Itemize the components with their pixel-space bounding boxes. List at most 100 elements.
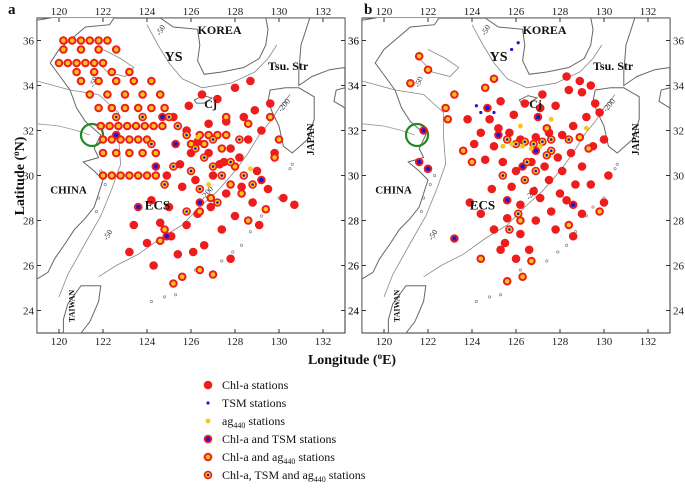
panel-b-place-labels: KOREA YS Tsu. Str Cj CHINA ECS JAPAN TAIWAN: [375, 23, 642, 322]
panel-b-stations: [406, 41, 613, 286]
station-chl: [254, 220, 264, 230]
island: [428, 183, 432, 187]
station-chl: [586, 81, 596, 90]
station-chl: [250, 105, 260, 115]
station-chl: [263, 184, 273, 194]
island: [499, 293, 503, 297]
taiwan-coast: [387, 285, 427, 333]
station-ag: [500, 143, 506, 149]
station-chl: [208, 171, 218, 180]
legend-label-ag: ag440 stations: [222, 414, 285, 430]
island: [220, 259, 224, 263]
y-tick-label-right: 24: [348, 306, 360, 318]
contour-200m: [98, 94, 291, 278]
china-coast: [362, 18, 440, 333]
x-tick-label-top: 132: [640, 6, 657, 18]
station-chl: [586, 180, 596, 189]
contour-50m: [362, 80, 447, 298]
y-tick-label: 34: [23, 81, 35, 93]
station-chl: [125, 247, 134, 257]
contour-50m: [146, 24, 278, 89]
y-axis-title-sup: o: [11, 151, 21, 156]
y-tick-label-right: 36: [673, 36, 685, 48]
contour-50m: [471, 24, 603, 89]
y-tick-label-right: 34: [348, 81, 360, 93]
station-ag: [520, 143, 525, 149]
station-chl: [555, 189, 565, 198]
place-label-japan: JAPAN: [306, 123, 317, 156]
place-label-cj: Cj: [529, 97, 542, 111]
x-tick-label: 130: [271, 336, 288, 348]
station-chl: [193, 137, 202, 147]
station-chl: [204, 119, 213, 129]
station-chl: [243, 135, 253, 144]
station-chl: [507, 182, 516, 192]
x-tick-label-top: 128: [227, 6, 244, 18]
y-tick-label: 32: [348, 126, 359, 138]
contour-label: -50: [413, 75, 425, 88]
taiwan-coast: [62, 285, 102, 333]
island: [163, 295, 167, 299]
x-tick-label: 132: [315, 336, 332, 348]
panel-a-stations: [54, 36, 299, 288]
station-chl: [551, 225, 560, 234]
x-tick-label: 128: [227, 336, 244, 348]
map-panel-a: -50-50-50-200-200 1201201221221241241261…: [23, 6, 360, 348]
x-tick-label: 130: [596, 336, 613, 348]
panel-b-ticks: 120 120 122 122 124 124 126 126 128 128 130 130 132 1…: [348, 6, 685, 348]
y-tick-label: 28: [348, 216, 360, 228]
x-tick-label-top: 130: [271, 6, 288, 18]
yangtze-river: [37, 123, 90, 136]
y-tick-label-right: 32: [673, 126, 684, 138]
station-chl: [248, 198, 257, 207]
station-chl: [520, 99, 530, 108]
station-chl: [219, 157, 229, 167]
station-chl: [489, 141, 499, 151]
station-chl: [217, 225, 227, 234]
place-label-ys: YS: [165, 50, 183, 65]
island: [97, 196, 101, 200]
island: [613, 167, 617, 171]
panel-a-place-labels: KOREA YS Tsu. Str Cj CHINA ECS JAPAN TAIWAN: [50, 23, 317, 322]
place-label-taiwan: TAIWAN: [392, 290, 401, 323]
station-chl: [279, 193, 288, 203]
station-chl: [531, 132, 541, 142]
y-tick-label: 36: [23, 36, 35, 48]
x-axis-title-main: Longitude (: [308, 353, 378, 368]
x-tick-label-top: 126: [508, 6, 525, 18]
x-axis-title: Longitude (oE): [308, 351, 396, 368]
place-label-ecs: ECS: [470, 197, 495, 212]
y-tick-label-right: 28: [673, 216, 685, 228]
y-tick-label: 26: [348, 261, 360, 273]
station-chl: [257, 126, 266, 135]
island: [422, 196, 426, 200]
x-tick-label-top: 132: [315, 6, 332, 18]
x-axis-title-sup: o: [378, 351, 383, 361]
station-chl: [237, 182, 246, 192]
place-label-china: CHINA: [375, 185, 412, 197]
station-chl: [538, 90, 547, 99]
y-tick-label-right: 26: [673, 261, 685, 273]
legend-label-chl_ag: Chl-a and ag440 stations: [222, 450, 335, 466]
changjiang-estuary-circle: [404, 122, 430, 148]
y-tick-label-right: 24: [673, 306, 685, 318]
island: [103, 183, 107, 187]
island: [259, 214, 263, 218]
station-chl: [546, 207, 556, 216]
panel-letter-a: a: [8, 2, 16, 18]
station-chl: [544, 175, 554, 185]
x-tick-label-top: 120: [51, 6, 68, 18]
place-label-taiwan: TAIWAN: [67, 290, 76, 323]
place-label-tsu: Tsu. Str: [593, 59, 634, 73]
station-chl: [566, 148, 576, 158]
station-chl: [469, 139, 479, 149]
station-tsm: [510, 47, 514, 52]
y-tick-label-right: 28: [348, 216, 360, 228]
station-ag: [518, 123, 523, 129]
panel-b-coastlines: -50-50-50-200-200: [362, 18, 670, 333]
place-label-ecs: ECS: [145, 197, 170, 212]
station-chl: [235, 153, 244, 162]
island: [545, 259, 549, 263]
y-tick-label: 30: [348, 171, 360, 183]
